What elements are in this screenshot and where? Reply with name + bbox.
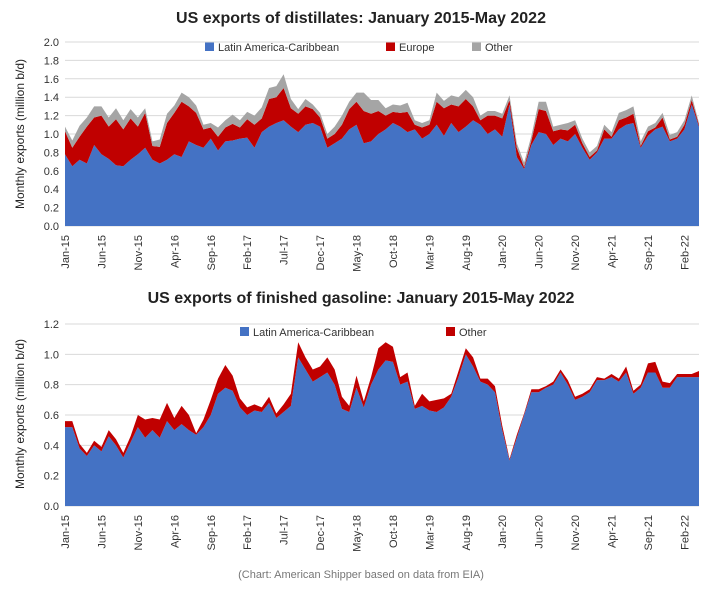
distillates-y-tick-labels: 0.0 0.2 0.4 0.6 0.8 1.0 1.2 1.4 1.6 1.8 2.0 <box>44 37 59 233</box>
y-tick-label: 1.4 <box>44 92 59 104</box>
legend-label-other-2: Other <box>459 327 487 339</box>
x-tick-label: Mar-19 <box>424 515 436 550</box>
x-tick-label: Feb-17 <box>242 515 254 550</box>
y-tick-label: 0.0 <box>44 221 59 233</box>
legend-swatch-other-2 <box>446 327 455 336</box>
x-tick-label: Nov-20 <box>570 515 582 550</box>
x-tick-label: Jan-15 <box>60 515 72 549</box>
x-tick-label: Jun-15 <box>96 235 108 269</box>
gasoline-y-axis-label: Monthly exports (million b/d) <box>13 339 27 489</box>
x-tick-label: Apr-16 <box>169 235 181 268</box>
y-tick-label: 1.2 <box>44 319 59 331</box>
gasoline-chart: US exports of finished gasoline: January… <box>13 290 699 552</box>
y-tick-label: 0.8 <box>44 380 59 392</box>
x-tick-label: May-18 <box>351 235 363 272</box>
x-tick-label: Dec-17 <box>315 515 327 550</box>
x-tick-label: Jun-15 <box>96 515 108 549</box>
y-tick-label: 0.2 <box>44 471 59 483</box>
area-series-europe <box>65 88 699 169</box>
x-tick-label: May-18 <box>351 515 363 552</box>
x-tick-label: Jan-20 <box>497 515 509 549</box>
x-tick-label: Jun-20 <box>534 515 546 549</box>
y-tick-label: 1.0 <box>44 129 59 141</box>
x-tick-label: Nov-15 <box>133 235 145 270</box>
legend-label-other: Other <box>485 42 513 54</box>
y-tick-label: 0.6 <box>44 410 59 422</box>
x-tick-label: Mar-19 <box>424 235 436 270</box>
x-tick-label: Jan-20 <box>497 235 509 269</box>
gasoline-x-tick-labels: Jan-15 Jun-15 Nov-15 Apr-16 Sep-16 Feb-17 Jul-… <box>60 515 691 552</box>
x-tick-label: Sep-16 <box>206 235 218 270</box>
x-tick-label: Dec-17 <box>315 235 327 270</box>
x-tick-label: Apr-21 <box>607 235 619 268</box>
legend-swatch-latam <box>205 42 214 51</box>
y-tick-label: 1.2 <box>44 111 59 123</box>
x-tick-label: Sep-21 <box>643 515 655 550</box>
y-tick-label: 1.0 <box>44 349 59 361</box>
x-tick-label: Apr-21 <box>607 515 619 548</box>
legend-swatch-europe <box>386 42 395 51</box>
y-tick-label: 0.8 <box>44 147 59 159</box>
area-series-latin-america-caribbean <box>65 104 699 226</box>
x-tick-label: Apr-16 <box>169 515 181 548</box>
distillates-areas <box>65 74 699 226</box>
x-tick-label: Sep-21 <box>643 235 655 270</box>
legend-label-latam-2: Latin America-Caribbean <box>253 327 374 339</box>
y-tick-label: 0.6 <box>44 166 59 178</box>
x-tick-label: Nov-15 <box>133 515 145 550</box>
distillates-title: US exports of distillates: January 2015-… <box>176 10 546 27</box>
x-tick-label: Feb-17 <box>242 235 254 270</box>
gasoline-title: US exports of finished gasoline: January… <box>148 290 575 307</box>
y-tick-label: 0.4 <box>44 440 59 452</box>
distillates-x-tick-labels: Jan-15 Jun-15 Nov-15 Apr-16 Sep-16 Feb-17 Jul-… <box>60 235 691 272</box>
x-tick-label: Oct-18 <box>388 235 400 268</box>
gasoline-areas <box>65 342 699 506</box>
legend-label-europe: Europe <box>399 42 434 54</box>
x-tick-label: Jun-20 <box>534 235 546 269</box>
gasoline-y-tick-labels: 0.0 0.2 0.4 0.6 0.8 1.0 1.2 <box>44 319 59 513</box>
x-tick-label: Jul-17 <box>279 235 291 265</box>
x-tick-label: Jan-15 <box>60 235 72 269</box>
distillates-y-axis-label: Monthly exports (million b/d) <box>13 59 27 209</box>
legend-swatch-other <box>472 42 481 51</box>
legend-swatch-latam-2 <box>240 327 249 336</box>
x-tick-label: Aug-19 <box>461 515 473 550</box>
y-tick-label: 2.0 <box>44 37 59 49</box>
x-tick-label: Nov-20 <box>570 235 582 270</box>
x-tick-label: Oct-18 <box>388 515 400 548</box>
x-tick-label: Jul-17 <box>279 515 291 545</box>
area-series-latin-america-caribbean <box>65 354 699 506</box>
distillates-chart: US exports of distillates: January 2015-… <box>13 10 699 272</box>
y-tick-label: 1.8 <box>44 55 59 67</box>
source-caption: (Chart: American Shipper based on data f… <box>238 569 484 581</box>
distillates-legend: Latin America-Caribbean Europe Other <box>205 42 513 54</box>
legend-label-latam: Latin America-Caribbean <box>218 42 339 54</box>
y-tick-label: 0.0 <box>44 501 59 513</box>
y-tick-label: 1.6 <box>44 74 59 86</box>
x-tick-label: Feb-22 <box>679 515 691 550</box>
gasoline-legend: Latin America-Caribbean Other <box>240 327 487 339</box>
x-tick-label: Aug-19 <box>461 235 473 270</box>
area-series-other <box>65 342 699 461</box>
y-tick-label: 0.2 <box>44 203 59 215</box>
y-tick-label: 0.4 <box>44 184 59 196</box>
x-tick-label: Sep-16 <box>206 515 218 550</box>
x-tick-label: Feb-22 <box>679 235 691 270</box>
